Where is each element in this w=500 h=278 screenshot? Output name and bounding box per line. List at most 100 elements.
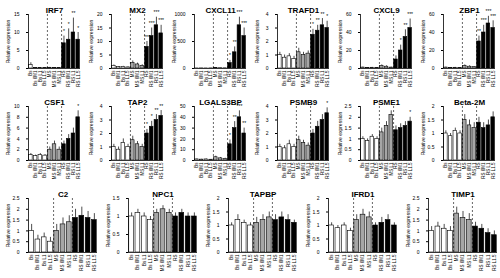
svg-text:1: 1	[217, 222, 220, 228]
svg-text:2: 2	[17, 206, 20, 212]
svg-text:TIMP1: TIMP1	[451, 190, 475, 199]
svg-text:RS L1: RS L1	[86, 254, 91, 267]
svg-text:Bs L1.5: Bs L1.5	[48, 254, 53, 270]
svg-text:Bs: Bs	[129, 254, 134, 260]
svg-text:0.5: 0.5	[13, 238, 20, 244]
svg-text:10: 10	[14, 103, 20, 109]
svg-text:Bs: Bs	[29, 254, 34, 260]
svg-text:Bs 6M1: Bs 6M1	[435, 254, 440, 270]
svg-text:RS L1.5: RS L1.5	[408, 70, 413, 87]
svg-text:RS 6M1: RS 6M1	[379, 254, 384, 271]
svg-text:TAP2: TAP2	[128, 98, 148, 107]
svg-text:PSMB9: PSMB9	[290, 98, 318, 107]
svg-text:0: 0	[183, 65, 186, 71]
svg-text:ZBP1: ZBP1	[459, 6, 480, 15]
svg-text:MS: MS	[254, 255, 259, 262]
svg-text:*: *	[326, 100, 328, 106]
svg-text:MS 6M1: MS 6M1	[460, 254, 465, 271]
svg-text:0: 0	[417, 249, 420, 255]
svg-text:0.5: 0.5	[313, 236, 320, 242]
svg-text:MS: MS	[54, 255, 59, 262]
svg-text:Relative expression: Relative expression	[5, 203, 11, 247]
svg-text:0: 0	[17, 65, 20, 71]
svg-text:20: 20	[429, 47, 435, 53]
svg-text:***: ***	[236, 103, 242, 109]
svg-text:Bs: Bs	[229, 254, 234, 260]
svg-text:3: 3	[266, 25, 269, 31]
svg-text:Bs L1: Bs L1	[342, 254, 347, 266]
svg-text:0: 0	[17, 249, 20, 255]
svg-text:MS L1: MS L1	[167, 254, 172, 268]
svg-text:2: 2	[266, 38, 269, 44]
svg-text:0.5: 0.5	[413, 238, 420, 244]
svg-text:RS L1.5: RS L1.5	[392, 254, 397, 271]
svg-text:RS L1: RS L1	[186, 254, 191, 267]
svg-text:0: 0	[100, 65, 103, 71]
svg-text:Relative expression: Relative expression	[105, 203, 111, 247]
svg-text:RS L1: RS L1	[386, 254, 391, 267]
svg-text:**: **	[477, 28, 481, 34]
svg-text:0: 0	[17, 157, 20, 163]
svg-text:MS 6M1: MS 6M1	[60, 254, 65, 271]
svg-text:3: 3	[100, 117, 103, 123]
svg-text:*: *	[146, 121, 148, 127]
svg-text:5: 5	[100, 52, 103, 58]
svg-text:IFRD1: IFRD1	[351, 190, 375, 199]
svg-text:10: 10	[97, 38, 103, 44]
svg-text:RS L1.5: RS L1.5	[92, 254, 97, 271]
svg-text:Bs 6M1: Bs 6M1	[135, 254, 140, 270]
svg-text:RS: RS	[173, 255, 178, 261]
svg-text:0.5: 0.5	[113, 231, 120, 237]
svg-text:Relative expression: Relative expression	[5, 111, 11, 155]
svg-text:*: *	[77, 103, 79, 109]
svg-text:60: 60	[346, 11, 352, 17]
svg-text:Bs L1.5: Bs L1.5	[148, 254, 153, 270]
svg-text:1: 1	[349, 136, 352, 142]
svg-text:1.5: 1.5	[113, 195, 120, 201]
svg-text:***: ***	[149, 20, 155, 26]
svg-text:2.5: 2.5	[413, 195, 420, 201]
svg-text:Relative expression: Relative expression	[420, 19, 426, 63]
svg-text:NPC1: NPC1	[152, 190, 174, 199]
svg-text:Bs L1: Bs L1	[442, 254, 447, 266]
svg-text:CSF1: CSF1	[44, 98, 65, 107]
svg-text:RS 6M1: RS 6M1	[179, 254, 184, 271]
svg-text:RS: RS	[373, 255, 378, 261]
svg-text:Bs: Bs	[429, 254, 434, 260]
svg-text:30: 30	[180, 125, 186, 131]
svg-text:*: *	[326, 13, 328, 19]
svg-text:50: 50	[180, 103, 186, 109]
svg-text:***: ***	[241, 20, 247, 26]
svg-text:Relative expression: Relative expression	[337, 19, 343, 63]
svg-text:RS L1.5: RS L1.5	[159, 70, 164, 87]
svg-text:0.5: 0.5	[213, 236, 220, 242]
svg-text:2: 2	[17, 146, 20, 152]
svg-text:**: **	[320, 11, 324, 17]
svg-text:10: 10	[180, 146, 186, 152]
svg-text:4: 4	[266, 11, 269, 17]
svg-text:Bs L1: Bs L1	[142, 254, 147, 266]
svg-text:Bs 6M1: Bs 6M1	[35, 254, 40, 270]
svg-text:Relative expression: Relative expression	[5, 19, 11, 63]
svg-text:MS 6M1: MS 6M1	[260, 254, 265, 271]
svg-text:20: 20	[180, 136, 186, 142]
svg-text:C2: C2	[58, 190, 69, 199]
svg-text:**: **	[71, 10, 75, 16]
svg-text:0: 0	[266, 157, 269, 163]
svg-text:Relative expression: Relative expression	[254, 111, 260, 155]
svg-text:MS: MS	[154, 255, 159, 262]
svg-text:***: ***	[481, 17, 487, 23]
svg-text:1: 1	[17, 228, 20, 234]
svg-text:RS 6M1: RS 6M1	[279, 254, 284, 271]
svg-text:40: 40	[346, 29, 352, 35]
svg-text:Relative expression: Relative expression	[254, 19, 260, 63]
svg-text:***: ***	[407, 11, 413, 17]
svg-text:MS L1: MS L1	[267, 254, 272, 268]
svg-text:**: **	[159, 103, 163, 109]
svg-text:CXCL9: CXCL9	[373, 6, 400, 15]
svg-text:1: 1	[432, 130, 435, 136]
svg-text:2: 2	[417, 206, 420, 212]
svg-text:0: 0	[349, 157, 352, 163]
svg-text:MS L1: MS L1	[367, 254, 372, 268]
svg-text:***: ***	[153, 9, 159, 15]
